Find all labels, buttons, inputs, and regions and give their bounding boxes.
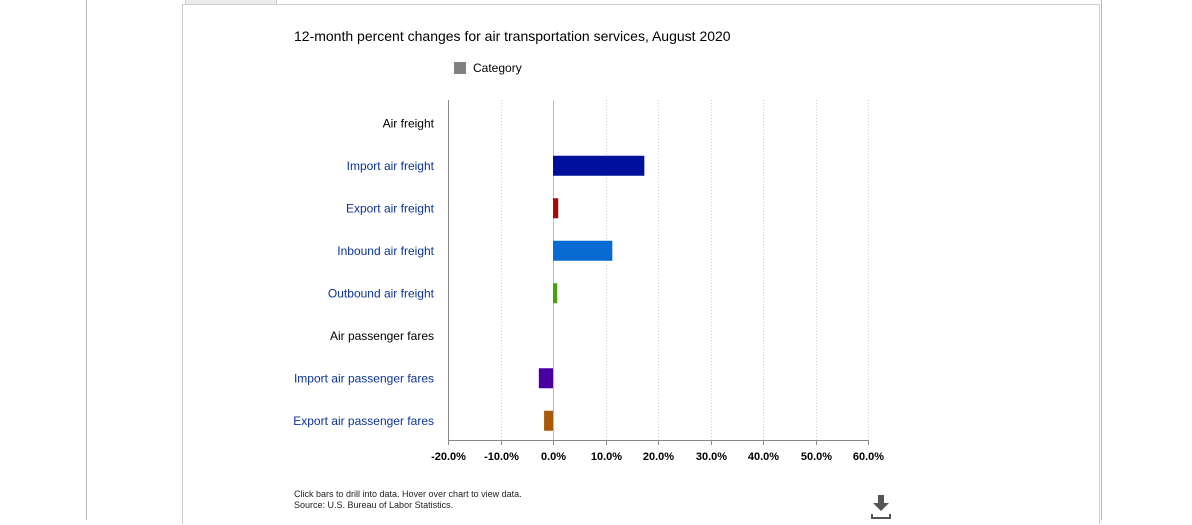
x-tick-label: 30.0% [696, 451, 727, 463]
download-button[interactable] [868, 494, 894, 520]
legend-label: Category [473, 61, 522, 75]
chart-panel [182, 4, 1100, 524]
bar[interactable] [553, 240, 613, 261]
download-icon [871, 495, 891, 519]
x-tick-label: -20.0% [431, 451, 466, 463]
x-tick-label: 20.0% [643, 451, 674, 463]
chart-footnote: Click bars to drill into data. Hover ove… [294, 489, 522, 511]
category-header-label: Air freight [383, 116, 435, 130]
category-labels: Air freight Import air freight Export air … [293, 116, 434, 428]
bar[interactable] [544, 410, 553, 431]
category-label[interactable]: Export air passenger fares [293, 414, 434, 428]
category-label[interactable]: Import air freight [347, 159, 435, 173]
chart-title: 12-month percent changes for air transpo… [294, 28, 731, 44]
bars [538, 155, 645, 431]
category-label[interactable]: Import air passenger fares [294, 371, 434, 385]
x-tick-label: 10.0% [591, 451, 622, 463]
x-tick-labels: -20.0% -10.0% 0.0% 10.0% 20.0% 30.0% 40.0% 50.0… [431, 451, 884, 463]
category-header-label: Air passenger fares [330, 329, 434, 343]
bar[interactable] [538, 368, 553, 389]
page-right-rule [1101, 0, 1102, 520]
bar[interactable] [553, 283, 558, 304]
category-label[interactable]: Inbound air freight [337, 244, 434, 258]
bar[interactable] [553, 198, 559, 219]
bar[interactable] [553, 155, 645, 176]
x-tick-label: 50.0% [801, 451, 832, 463]
category-label[interactable]: Export air freight [346, 201, 435, 215]
grid-lines [501, 100, 869, 440]
x-tick-label: 0.0% [541, 451, 566, 463]
x-tick-label: 40.0% [748, 451, 779, 463]
footnote-instructions: Click bars to drill into data. Hover ove… [294, 489, 522, 499]
legend-swatch [454, 62, 466, 74]
x-tick-label: 60.0% [853, 451, 884, 463]
category-label[interactable]: Outbound air freight [328, 286, 435, 300]
page-left-rule [86, 0, 87, 520]
axes [448, 100, 869, 445]
footnote-source: Source: U.S. Bureau of Labor Statistics. [294, 500, 454, 510]
legend[interactable]: Category [454, 61, 522, 75]
x-tick-label: -10.0% [484, 451, 519, 463]
